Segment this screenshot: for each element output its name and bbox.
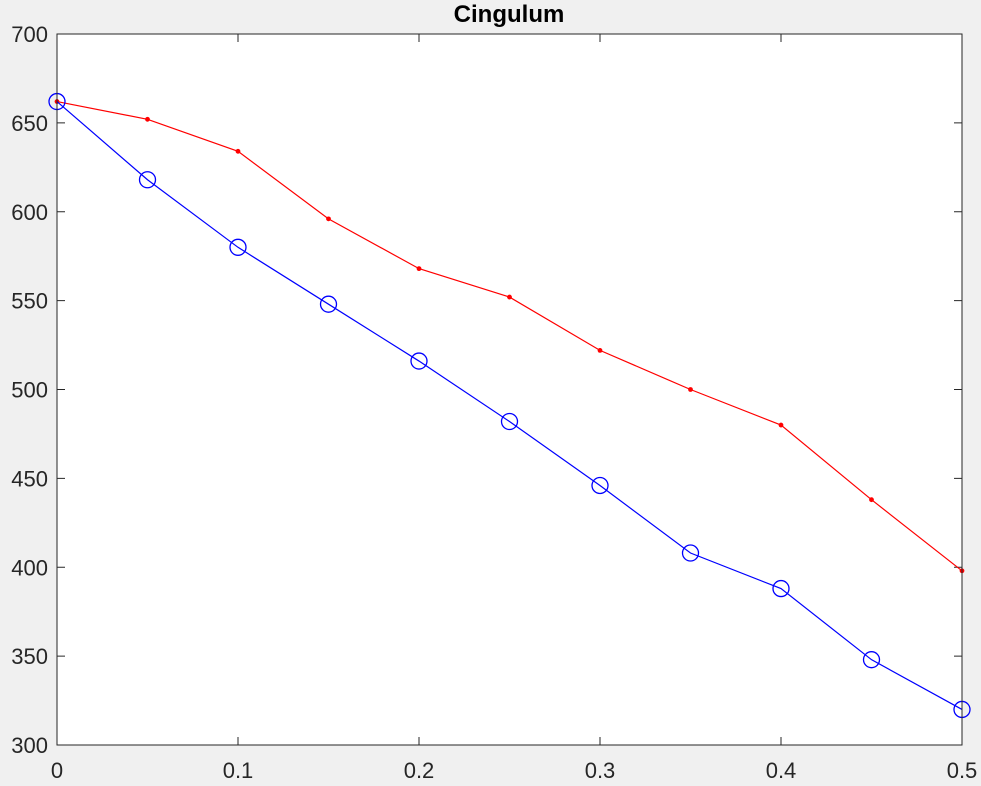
data-point — [778, 422, 784, 428]
data-point — [688, 387, 693, 392]
y-tick-label: 350 — [11, 644, 48, 669]
y-tick-label: 650 — [11, 111, 48, 136]
series-line — [56, 101, 963, 710]
y-tick-label: 700 — [11, 22, 48, 47]
chart-title: Cingulum — [454, 1, 565, 28]
x-tick-label: 0.1 — [223, 758, 254, 783]
data-point — [410, 352, 428, 370]
data-point — [500, 412, 519, 431]
data-point — [416, 266, 422, 272]
axes-frame — [56, 33, 963, 746]
axes-background — [57, 34, 962, 745]
y-tick-label: 450 — [11, 466, 48, 491]
data-point — [507, 294, 512, 300]
y-tick-label: 550 — [11, 289, 48, 314]
y-tick-label: 300 — [11, 733, 48, 758]
data-point — [229, 238, 247, 256]
y-axis: 300 350 400 450 500 550 600 650 700 — [11, 22, 962, 758]
x-tick-label: 0.4 — [766, 758, 797, 783]
y-tick-label: 400 — [11, 555, 48, 580]
data-point — [326, 216, 331, 222]
x-tick-label: 0.5 — [947, 758, 978, 783]
data-point — [862, 651, 881, 669]
series-0 — [54, 99, 965, 574]
y-tick-label: 500 — [11, 378, 48, 403]
x-axis: 0 0.1 0.2 0.3 0.4 0.5 — [51, 34, 977, 783]
data-point — [869, 497, 874, 503]
data-point — [772, 579, 790, 598]
y-tick-label: 600 — [11, 200, 48, 225]
data-point — [591, 476, 609, 495]
x-tick-label: 0.3 — [585, 758, 616, 783]
data-point — [319, 295, 338, 313]
data-point — [681, 544, 700, 562]
data-point — [145, 116, 150, 122]
x-tick-label: 0 — [51, 758, 63, 783]
data-point — [597, 347, 603, 353]
data-point — [235, 148, 241, 154]
x-tick-label: 0.2 — [404, 758, 435, 783]
data-point — [138, 171, 157, 189]
